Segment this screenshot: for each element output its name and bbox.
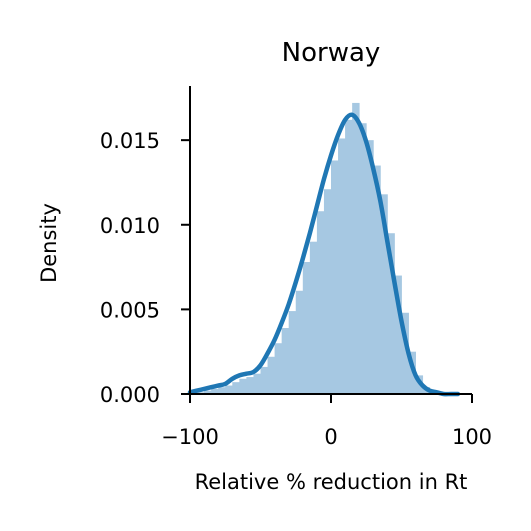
histogram-bar <box>253 373 261 394</box>
histogram-bar <box>373 165 381 394</box>
y-tick-label: 0.000 <box>100 383 160 407</box>
histogram-bar <box>309 241 318 394</box>
histogram-bar <box>274 343 283 394</box>
histogram-bar <box>352 102 360 394</box>
histogram-bar <box>204 390 212 394</box>
histogram-bar <box>295 290 304 394</box>
histogram-bars <box>190 102 459 394</box>
histogram-bar <box>366 140 374 394</box>
histogram-bar <box>211 388 219 394</box>
histogram-bar <box>260 366 268 394</box>
histogram-bar <box>302 262 311 394</box>
histogram-bar <box>394 275 402 394</box>
histogram-bar <box>401 312 409 394</box>
x-tick-label: −100 <box>161 425 219 449</box>
histogram-bar <box>359 123 367 394</box>
x-tick-label: 0 <box>324 425 337 449</box>
chart-title: Norway <box>282 38 381 68</box>
y-axis-label: Density <box>37 203 61 283</box>
histogram-bar <box>239 378 247 394</box>
x-axis-ticks: −100 0 100 <box>161 394 492 449</box>
histogram-bar <box>246 377 254 394</box>
histogram-bar <box>316 211 325 394</box>
histogram-bar <box>288 311 297 394</box>
y-axis-ticks: 0.000 0.005 0.010 0.015 <box>100 129 190 407</box>
histogram-bar <box>218 387 226 394</box>
histogram-bar <box>232 382 240 394</box>
y-tick-label: 0.005 <box>100 298 160 322</box>
histogram-bar <box>225 385 233 394</box>
histogram-bar <box>281 328 290 394</box>
histogram-bar <box>331 160 339 394</box>
x-axis-label: Relative % reduction in Rt <box>195 470 468 494</box>
histogram-bar <box>323 189 332 394</box>
y-tick-label: 0.015 <box>100 129 160 153</box>
y-tick-label: 0.010 <box>100 214 160 238</box>
kde-line <box>187 112 461 397</box>
histogram-bar <box>387 233 395 394</box>
histogram-bar <box>267 356 275 394</box>
histogram-bar <box>380 194 388 394</box>
x-tick-label: 100 <box>452 425 492 449</box>
histogram-bar <box>338 138 346 394</box>
histogram-bar <box>345 119 353 394</box>
